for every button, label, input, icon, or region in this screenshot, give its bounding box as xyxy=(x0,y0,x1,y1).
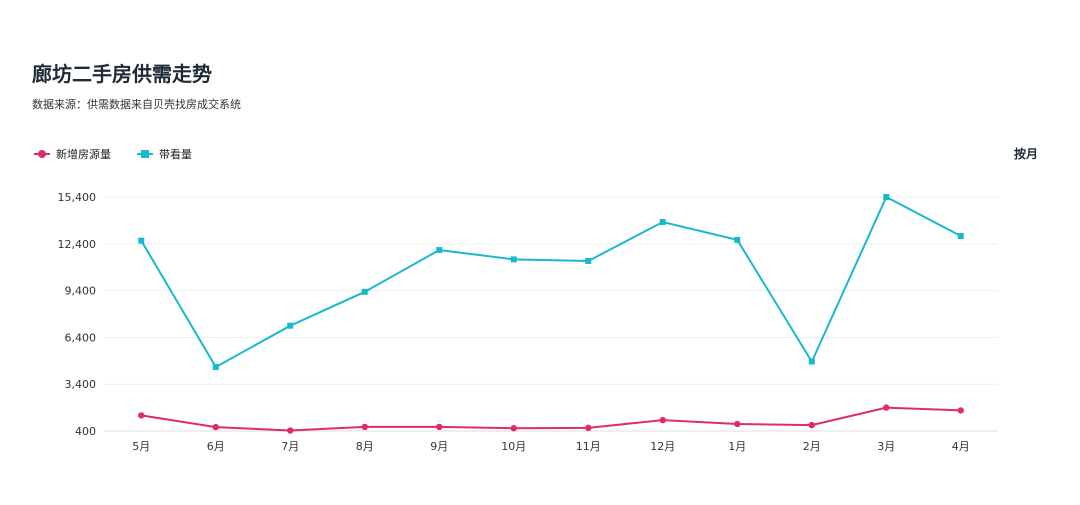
y-tick-label: 9,400 xyxy=(65,285,97,298)
data-point xyxy=(734,420,741,428)
x-tick-label: 8月 xyxy=(356,440,374,453)
x-tick-label: 6月 xyxy=(207,440,225,453)
period-toggle-monthly[interactable]: 按月 xyxy=(1013,147,1038,161)
x-tick-label: 1月 xyxy=(728,440,746,453)
x-tick-label: 3月 xyxy=(877,440,895,453)
series-line xyxy=(141,406,961,432)
x-tick-label: 10月 xyxy=(501,440,526,453)
data-point xyxy=(510,256,517,263)
data-point xyxy=(212,364,219,371)
data-point xyxy=(585,424,592,432)
data-source-note: 数据来源：供需数据来自贝壳找房成交系统 xyxy=(32,98,241,111)
data-point xyxy=(734,236,741,243)
x-tick-label: 9月 xyxy=(430,440,448,453)
x-tick-label: 2月 xyxy=(803,440,821,453)
legend-item-viewings[interactable]: 带看量 xyxy=(137,146,192,162)
data-point xyxy=(957,233,964,239)
y-tick-label: 15,400 xyxy=(58,191,97,204)
y-tick-label: 400 xyxy=(75,425,96,438)
data-point xyxy=(585,257,592,264)
data-point xyxy=(659,218,666,225)
y-tick-label: 3,400 xyxy=(65,378,97,391)
data-point xyxy=(287,322,294,329)
data-point xyxy=(883,404,890,411)
x-tick-label: 12月 xyxy=(650,440,675,453)
legend-label-viewings: 带看量 xyxy=(159,148,192,161)
page-title: 廊坊二手房供需走势 xyxy=(32,62,212,86)
data-point xyxy=(138,412,145,419)
data-point xyxy=(808,358,815,365)
data-point xyxy=(436,423,443,431)
data-point xyxy=(287,427,294,434)
x-tick-label: 11月 xyxy=(576,440,601,453)
data-point xyxy=(361,423,368,431)
data-point xyxy=(957,407,964,414)
data-point xyxy=(212,423,219,431)
x-tick-label: 5月 xyxy=(132,440,150,453)
y-tick-label: 12,400 xyxy=(58,238,97,251)
data-point xyxy=(883,194,890,200)
legend-circle-marker-icon xyxy=(34,149,50,159)
data-point xyxy=(510,424,517,432)
data-point xyxy=(361,288,368,295)
y-tick-label: 6,400 xyxy=(65,331,97,344)
x-tick-label: 7月 xyxy=(281,440,299,453)
x-tick-label: 4月 xyxy=(952,440,970,453)
legend-square-marker-icon xyxy=(137,149,153,159)
legend-label-new-listings: 新增房源量 xyxy=(56,148,111,161)
data-point xyxy=(436,247,443,254)
chart-legend: 新增房源量 带看量 xyxy=(34,146,192,162)
data-point xyxy=(138,237,145,244)
data-point xyxy=(808,421,815,429)
legend-item-new-listings[interactable]: 新增房源量 xyxy=(34,146,111,162)
series-line xyxy=(140,195,962,369)
data-point xyxy=(659,416,666,424)
